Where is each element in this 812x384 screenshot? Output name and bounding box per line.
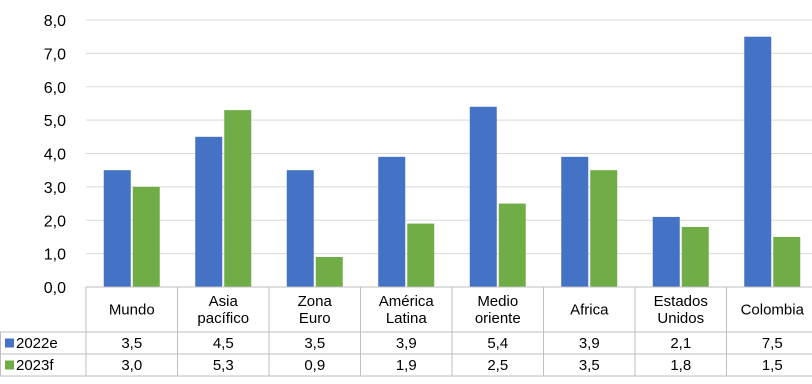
table-cell-value: 5,4 [487, 335, 508, 352]
category-label: pacífico [197, 310, 249, 327]
table-cell-value: 2,1 [670, 335, 691, 352]
bar-2022e [469, 106, 497, 288]
bar-2023f [590, 170, 618, 287]
table-cell-value: 0,9 [304, 357, 325, 374]
legend-label: 2022e [16, 335, 58, 352]
legend-label: 2023f [16, 357, 54, 374]
y-tick-label: 3,0 [44, 180, 66, 197]
category-label: Unidos [657, 310, 704, 327]
bar-2023f [498, 203, 526, 287]
y-tick-label: 0,0 [44, 280, 66, 297]
table-cell-value: 1,8 [670, 357, 691, 374]
bar-2022e [378, 156, 406, 287]
table-cell-value: 2,5 [487, 357, 508, 374]
bar-2023f [773, 236, 801, 287]
bar-2023f [224, 110, 252, 287]
category-label: América [379, 293, 435, 310]
table-cell-value: 3,5 [579, 357, 600, 374]
category-label: Euro [299, 310, 331, 327]
category-label: Colombia [741, 302, 805, 319]
bar-2022e [195, 136, 223, 287]
bar-2022e [561, 156, 589, 287]
category-label: Zona [298, 293, 333, 310]
table-cell-value: 7,5 [762, 335, 783, 352]
y-tick-label: 6,0 [44, 80, 66, 97]
category-label: Medio [477, 293, 518, 310]
y-tick-label: 7,0 [44, 46, 66, 63]
y-tick-label: 2,0 [44, 213, 66, 230]
legend-swatch [5, 338, 14, 348]
y-tick-label: 1,0 [44, 247, 66, 264]
category-label: oriente [475, 310, 521, 327]
y-tick-label: 4,0 [44, 147, 66, 164]
table-cell-value: 3,5 [304, 335, 325, 352]
table-cell-value: 3,0 [121, 357, 142, 374]
bars [103, 36, 801, 288]
bar-2022e [652, 216, 680, 287]
category-label: Latina [386, 310, 428, 327]
table-cell-value: 4,5 [213, 335, 234, 352]
y-axis: 0,0 1,0 2,0 3,0 4,0 5,0 6,0 7,0 8,0 [44, 13, 66, 297]
category-label: Asia [209, 293, 239, 310]
table-cell-value: 3,9 [396, 335, 417, 352]
y-tick-label: 5,0 [44, 113, 66, 130]
bar-2022e [744, 36, 772, 287]
table-cell-value: 3,9 [579, 335, 600, 352]
bar-2022e [103, 170, 131, 287]
table-cell-value: 5,3 [213, 357, 234, 374]
legend-swatch [5, 360, 14, 370]
category-label: Estados [654, 293, 708, 310]
bar-2023f [315, 256, 343, 287]
table-cell-value: 3,5 [121, 335, 142, 352]
bar-2023f [132, 186, 160, 287]
table-cell-value: 1,9 [396, 357, 417, 374]
category-label: Africa [570, 302, 609, 319]
table-cell-value: 1,5 [762, 357, 783, 374]
bar-2022e [286, 170, 314, 287]
bar-2023f [681, 226, 709, 287]
category-label: Mundo [109, 302, 155, 319]
bar-2023f [407, 223, 435, 287]
y-tick-label: 8,0 [44, 13, 66, 30]
